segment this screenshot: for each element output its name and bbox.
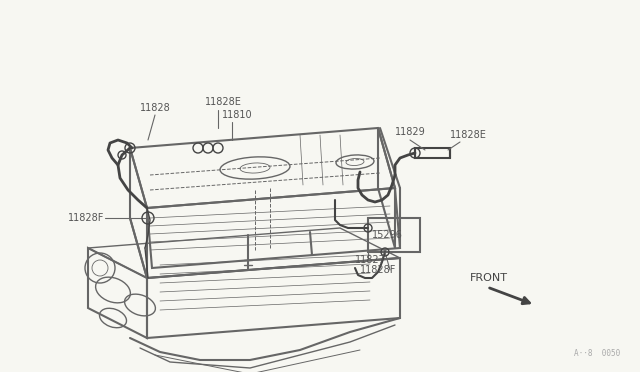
Text: 11828E: 11828E: [205, 97, 242, 107]
Text: 15296: 15296: [372, 230, 403, 240]
Text: 11828: 11828: [140, 103, 171, 113]
Text: 11828E: 11828E: [450, 130, 487, 140]
Text: 11810: 11810: [222, 110, 253, 120]
Text: 11828F: 11828F: [360, 265, 396, 275]
Text: FRONT: FRONT: [470, 273, 508, 283]
Text: 11828F: 11828F: [68, 213, 104, 223]
Text: A··8  0050: A··8 0050: [573, 349, 620, 358]
Text: 11827: 11827: [355, 255, 386, 265]
Text: 11829: 11829: [395, 127, 426, 137]
